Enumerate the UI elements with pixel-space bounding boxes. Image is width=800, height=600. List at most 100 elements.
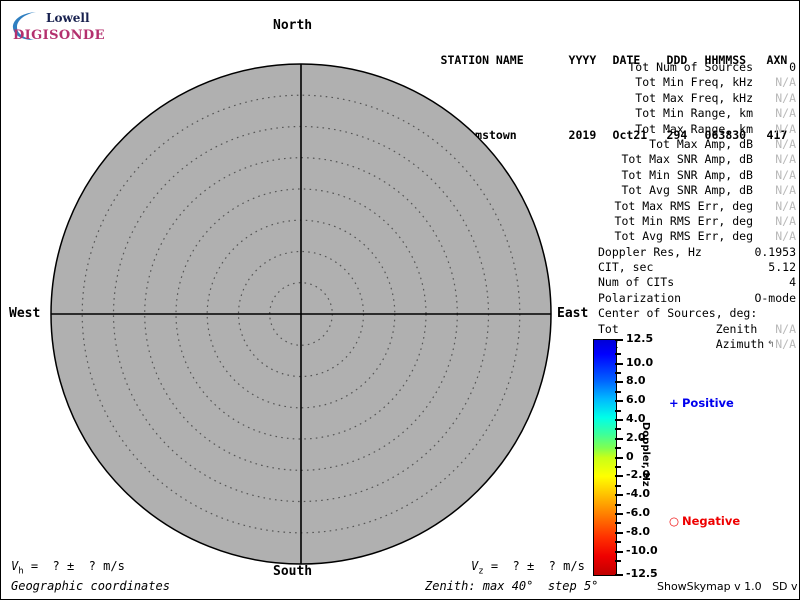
stat-value: N/A (775, 90, 796, 105)
header-col-date: DATE (612, 53, 641, 67)
colorbar-minor-tick (615, 559, 621, 562)
logo-arc-icon (12, 12, 36, 40)
stat-label: Tot Max RMS Err, deg (614, 198, 753, 213)
stat-label: Tot Zenith (598, 321, 758, 336)
legend-positive-marker: + (669, 396, 679, 410)
stat-value: N/A (775, 229, 796, 244)
stat-label: Tot Max SNR Amp, dB (621, 152, 753, 167)
stat-label: CIT, sec (598, 260, 654, 275)
colorbar-tick (615, 512, 623, 515)
stat-value: N/A (775, 337, 796, 352)
stat-label: Num of CITs (598, 275, 675, 290)
legend-negative-label: Negative (682, 514, 741, 528)
vz-value: = ? ± ? m/s (483, 559, 585, 573)
polar-skymap-plot[interactable] (31, 56, 571, 596)
colorbar-minor-tick (615, 484, 621, 487)
software-version-label: ShowSkymap v 1.0 SD v 5.1 (657, 580, 798, 593)
stat-value: N/A (775, 121, 796, 136)
stat-value: 4 (789, 275, 796, 290)
colorbar-ticks: 12.5 10.0 8.0 6.0 4.0 2.0 0 -2.0 -4.0 -6.0 -8.0 -10… (615, 332, 685, 580)
colorbar-tick-label: 0 (626, 449, 634, 463)
vh-subscript: h (18, 566, 24, 577)
colorbar-tick (615, 475, 623, 478)
colorbar-tick-label: 10.0 (626, 355, 654, 369)
colorbar-tick (615, 418, 623, 421)
colorbar-tick (615, 437, 623, 440)
header-val-axn: 417 (766, 128, 788, 142)
stat-value: N/A (775, 213, 796, 228)
colorbar-tick (615, 494, 623, 497)
stat-label: Tot Min Freq, kHz (635, 75, 753, 90)
stat-value: N/A (775, 321, 796, 336)
legend-positive-label: Positive (682, 396, 734, 410)
stat-label: Tot Min RMS Err, deg (614, 213, 753, 228)
vh-value: = ? ± ? m/s (23, 559, 125, 573)
legend-positive: + Positive (669, 396, 734, 410)
colorbar-minor-tick (615, 465, 621, 468)
colorbar-minor-tick (615, 447, 621, 450)
header-col-ddd: DDD (666, 53, 688, 67)
stat-value: 5.12 (768, 260, 796, 275)
colorbar-tick (615, 362, 623, 365)
vz-symbol: V (471, 559, 479, 573)
legend-negative-marker: ○ (669, 514, 680, 528)
statistics-panel: Tot Num of Sources 0 Tot Min Freq, kHz N/A T… (561, 60, 797, 352)
stat-row: Tot Max RMS Err, deg N/A (561, 199, 797, 214)
azimuth-arrow-icon: ↰ (764, 340, 775, 351)
stat-label: Polarization (598, 290, 682, 305)
legend-negative: ○ Negative (669, 514, 740, 528)
stat-row: Tot Num of Sources 0 (561, 60, 797, 75)
colorbar-minor-tick (615, 522, 621, 525)
stat-row: Tot Zenith N/A (561, 322, 797, 337)
header-col-yyyy: YYYY (568, 53, 597, 67)
colorbar-tick-label: 2.0 (626, 430, 646, 444)
stat-value: N/A (775, 75, 796, 90)
stat-row: Polarization O-mode (561, 291, 797, 306)
logo-lowell-text: Lowell (46, 11, 90, 25)
stat-value: N/A (775, 136, 796, 151)
stat-row: Tot Max Freq, kHz N/A (561, 91, 797, 106)
direction-label-east: East (557, 306, 589, 321)
stat-label: Doppler Res, Hz (598, 244, 702, 259)
stat-label: Tot Avg SNR Amp, dB (621, 183, 753, 198)
header-col-hhmmss: HHMMSS (704, 53, 747, 67)
colorbar-minor-tick (615, 409, 621, 412)
colorbar-tick-label: -4.0 (626, 487, 651, 501)
vertical-velocity-readout: Vz = ? ± ? m/s (471, 559, 585, 576)
colorbar-tick-label: -12.5 (626, 567, 658, 580)
direction-label-west: West (9, 306, 41, 321)
stat-row: Tot Avg RMS Err, deg N/A (561, 229, 797, 244)
colorbar-minor-tick (615, 353, 621, 356)
header-val-date: Oct21 (612, 128, 648, 142)
stat-label: Tot Min SNR Amp, dB (621, 167, 753, 182)
stat-value: 0.1953 (754, 244, 796, 259)
stat-row: Doppler Res, Hz 0.1953 (561, 245, 797, 260)
vz-subscript: z (478, 566, 484, 577)
stat-label: Tot Num of Sources (628, 60, 753, 74)
colorbar-tick (615, 550, 623, 553)
colorbar-tick (615, 456, 623, 459)
stat-label: Tot Max Range, km (635, 121, 753, 136)
stat-row: Tot Min Range, km N/A (561, 106, 797, 121)
stat-row: CIT, sec 5.12 (561, 260, 797, 275)
colorbar-tick-label: 8.0 (626, 374, 646, 388)
colorbar-minor-tick (615, 541, 621, 544)
colorbar-minor-tick (615, 503, 621, 506)
colorbar-tick-label: -6.0 (626, 505, 651, 519)
colorbar-tick-label: 4.0 (626, 411, 646, 425)
stat-value: N/A (775, 183, 796, 198)
stat-row: Tot Max Amp, dB N/A (561, 137, 797, 152)
stat-value: N/A (775, 167, 796, 182)
logo-digisonde-text: DIGISONDE (13, 28, 105, 43)
colorbar-minor-tick (615, 371, 621, 374)
stat-row: Tot Min SNR Amp, dB N/A (561, 168, 797, 183)
lowell-digisonde-logo: Lowell DIGISONDE (8, 7, 105, 47)
coordinate-system-label: Geographic coordinates (11, 579, 170, 593)
stat-row: Center of Sources, deg: (561, 306, 797, 321)
colorbar-tick-label: -8.0 (626, 524, 651, 538)
vh-symbol: V (11, 559, 19, 573)
header-column-row: STATION NAMEYYYYDATEDDDHHMMSSAXNPPSIGP (399, 38, 800, 83)
stat-label: Tot Avg RMS Err, deg (614, 229, 753, 244)
header-col-axn: AXN (766, 53, 788, 67)
